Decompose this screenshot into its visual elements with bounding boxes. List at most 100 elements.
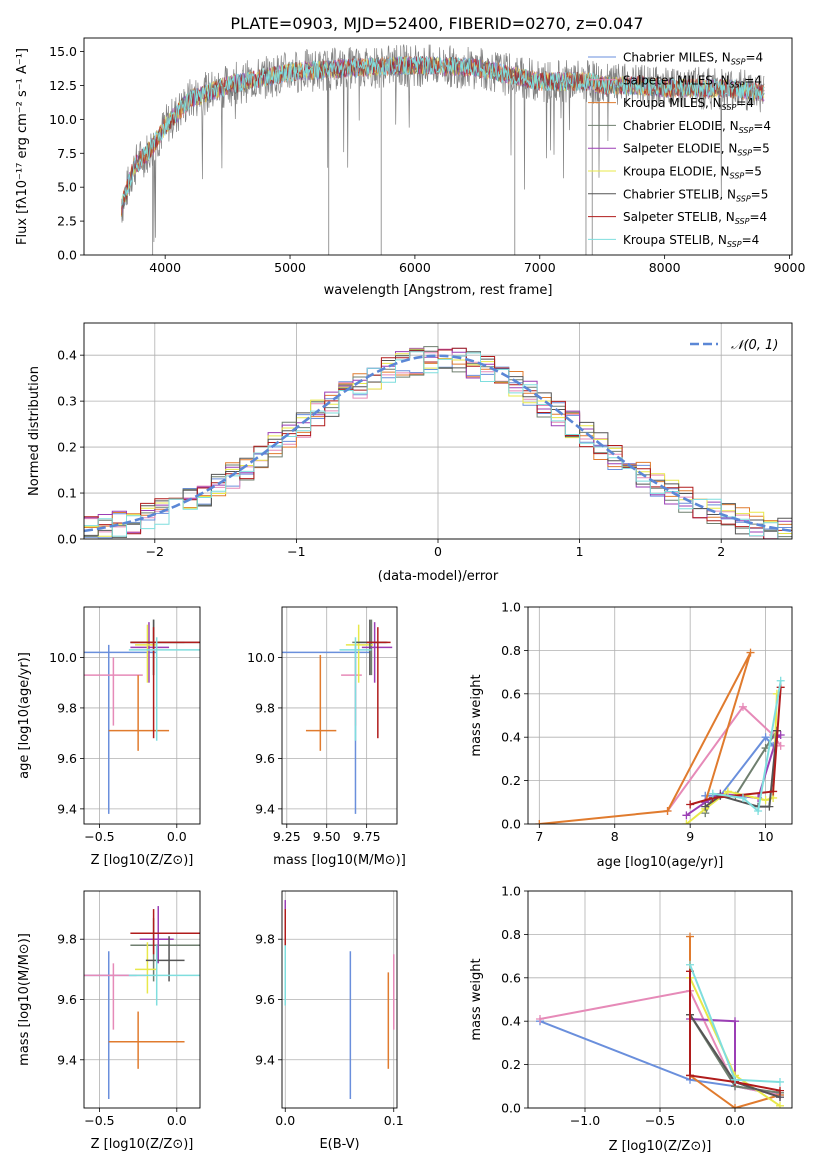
weight-vs-Z-lines — [536, 932, 784, 1108]
spectrum-lines — [121, 44, 765, 255]
age-vs-mass-frame — [281, 606, 398, 825]
legend-label: Salpeter STELIB, NSSP=4 — [623, 210, 767, 226]
point-kroupa-miles — [305, 654, 337, 751]
y-tick-label: 0.6 — [501, 970, 521, 985]
point-kroupa-stelib — [128, 945, 200, 1006]
point-chabrier-elodie — [130, 918, 200, 982]
y-tick-label: 15.0 — [49, 44, 77, 59]
point-chabrier-stelib — [145, 936, 185, 982]
point-chabrier-miles — [282, 644, 370, 814]
mass-vs-Z-frame — [83, 890, 201, 1109]
y-tick-label: 9.4 — [57, 1052, 77, 1067]
mass-vs-ebv-frame — [281, 890, 398, 1109]
y-tick-label: 0.4 — [501, 730, 521, 745]
mass-vs-Z-xlabel: Z [log10(Z/Z⊙)] — [91, 1137, 194, 1152]
weight-marker — [769, 787, 778, 796]
age-vs-Z-ylabel: age [log10(age/yr)] — [17, 652, 32, 779]
point-salpeter-elodie — [130, 622, 170, 683]
x-tick-label: −1 — [287, 544, 305, 559]
histogram-group — [84, 346, 792, 539]
weight-marker — [686, 932, 694, 941]
x-tick-label: −0.5 — [645, 1113, 675, 1128]
point-chabrier-miles — [84, 951, 137, 1099]
weight-marker — [701, 802, 710, 811]
x-tick-label: 10 — [758, 829, 774, 844]
y-tick-label: 9.6 — [255, 992, 275, 1007]
weight-vs-Z-frame — [527, 890, 793, 1109]
model-line-kroupa-stelib — [121, 55, 765, 206]
weight-line-kroupa-stelib — [708, 676, 785, 815]
y-tick-label: 0.2 — [501, 773, 521, 788]
panels: 4000 5000 6000 7000 8000 90000.02.55.07.510.0… — [15, 37, 805, 1154]
age-vs-Z-points — [84, 619, 200, 814]
legend-label: Chabrier MILES, NSSP=4 — [623, 51, 763, 67]
x-tick-label: 8 — [611, 829, 619, 844]
weight-path — [689, 971, 781, 1092]
x-tick-label: −0.5 — [84, 1113, 114, 1128]
legend-label: Chabrier ELODIE, NSSP=4 — [623, 119, 771, 135]
y-tick-label: 9.8 — [57, 932, 77, 947]
x-tick-label: 9.50 — [313, 829, 341, 844]
weight-vs-age-lines — [535, 648, 785, 824]
age-vs-Z-frame — [83, 606, 201, 825]
weight-marker — [738, 793, 747, 802]
point-salpeter-stelib — [130, 627, 200, 739]
y-tick-label: 12.5 — [49, 78, 77, 93]
y-tick-label: 10.0 — [49, 650, 77, 665]
weight-vs-age-axes: 7 8 9 10 0.0 0.2 0.4 0.6 0.8 1.0 age [log10(age/yr… — [469, 600, 793, 870]
spectrum-xlabel: wavelength [Angstrom, rest frame] — [324, 283, 553, 298]
legend-label: Kroupa ELODIE, NSSP=5 — [623, 165, 762, 181]
weight-vs-Z-ylabel: mass weight — [469, 958, 484, 1040]
y-tick-label: 0.0 — [57, 248, 77, 263]
legend-label: 𝒩(0, 1) — [731, 338, 778, 353]
point-kroupa-elodie — [345, 624, 374, 683]
y-tick-label: 0.4 — [57, 348, 77, 363]
weight-line-kroupa-stelib — [686, 960, 784, 1086]
weight-marker — [776, 1077, 784, 1086]
point-salpeter-stelib — [366, 627, 391, 739]
weight-path — [539, 652, 752, 824]
point-salpeter-miles — [84, 657, 143, 726]
weight-vs-age-xlabel: age [log10(age/yr)] — [597, 855, 724, 870]
residuals-xlabel: (data-model)/error — [378, 569, 499, 584]
mass-vs-ebv-points — [284, 900, 395, 1099]
legend-label: Chabrier STELIB, NSSP=5 — [623, 187, 768, 203]
weight-marker — [686, 1071, 694, 1080]
x-tick-label: 0.0 — [167, 829, 187, 844]
point-salpeter-stelib — [130, 909, 200, 955]
x-tick-label: 0.1 — [384, 1113, 404, 1128]
x-tick-label: 0.0 — [275, 1113, 295, 1128]
y-tick-label: 1.0 — [501, 600, 521, 615]
x-tick-label: 9.75 — [353, 829, 381, 844]
weight-marker — [708, 789, 717, 798]
point-salpeter-miles — [84, 963, 146, 1030]
x-tick-label: 9.25 — [273, 829, 301, 844]
legend-label: Salpeter MILES, NSSP=4 — [623, 73, 762, 89]
y-tick-label: 9.6 — [57, 992, 77, 1007]
x-tick-label: 0.0 — [167, 1113, 187, 1128]
point-kroupa-miles — [108, 1011, 185, 1069]
weight-vs-age-frame — [527, 606, 793, 825]
weight-marker — [731, 1017, 739, 1026]
weight-path — [712, 680, 782, 813]
x-tick-label: 7 — [535, 829, 543, 844]
point-kroupa-stelib — [339, 637, 372, 741]
figure-title: PLATE=0903, MJD=52400, FIBERID=0270, z=0… — [230, 14, 643, 33]
legend-label: Kroupa MILES, NSSP=4 — [623, 96, 754, 112]
weight-marker — [776, 676, 785, 685]
weight-marker — [535, 820, 544, 824]
residuals-frame — [83, 322, 793, 540]
x-tick-label: 8000 — [649, 260, 681, 275]
weight-marker — [682, 820, 691, 824]
x-tick-label: 1 — [576, 544, 584, 559]
y-tick-label: 9.8 — [255, 932, 275, 947]
point-kroupa-stelib — [128, 637, 200, 741]
point-kroupa-elodie — [135, 942, 157, 994]
histogram-salpeter-stelib — [84, 347, 792, 539]
x-tick-label: −0.5 — [84, 829, 114, 844]
age-vs-mass-points — [282, 619, 393, 814]
y-tick-label: 0.0 — [501, 817, 521, 832]
residuals-axes: −2 −1 0 1 2 0.0 0.1 0.2 0.3 0.4 (data-model)/error… — [27, 322, 793, 584]
x-tick-label: 0 — [434, 544, 442, 559]
